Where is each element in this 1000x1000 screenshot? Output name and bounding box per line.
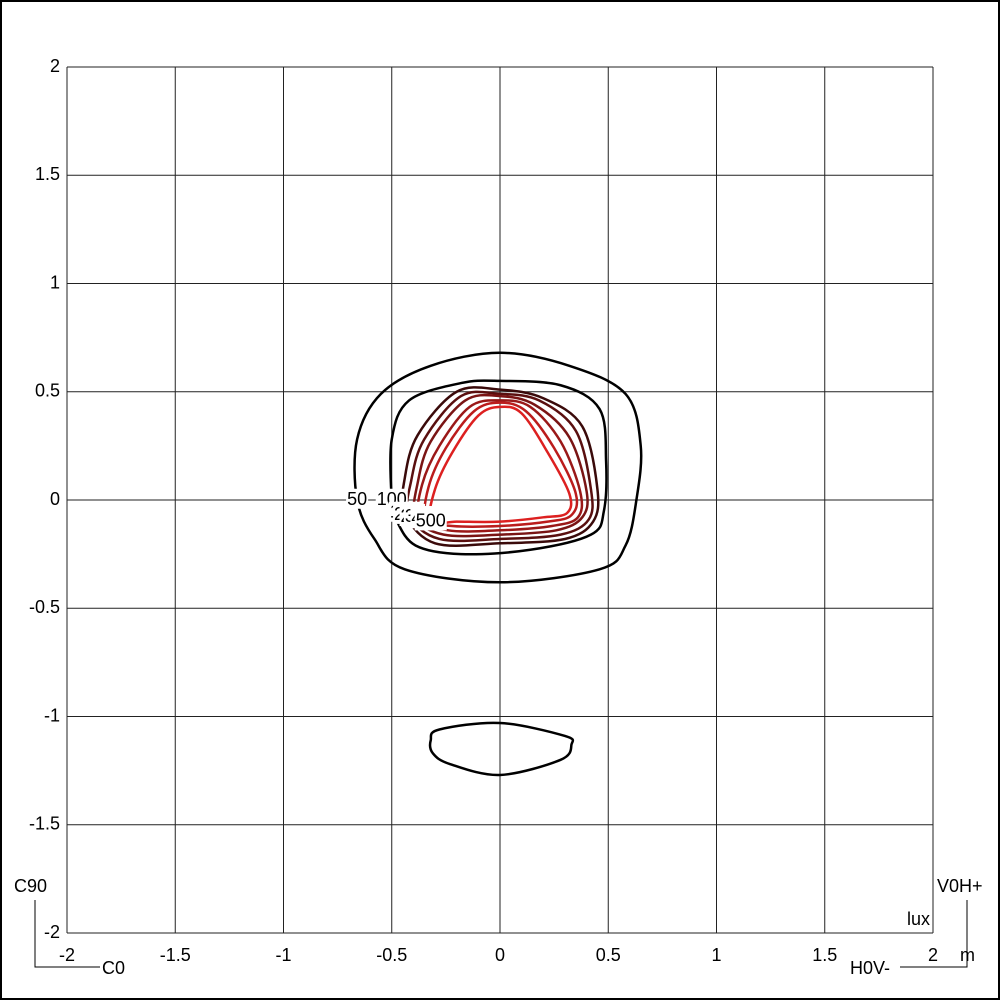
y-tick-label: -1 bbox=[44, 705, 60, 725]
c0-label: C0 bbox=[102, 958, 125, 978]
x-tick-label: 0 bbox=[495, 945, 505, 965]
contour-line bbox=[416, 399, 584, 533]
x-tick-label: -2 bbox=[59, 945, 75, 965]
contour-line bbox=[405, 390, 594, 543]
contour-label: 500 bbox=[416, 510, 446, 530]
x-tick-label: 2 bbox=[928, 945, 938, 965]
y-tick-label: 1 bbox=[50, 272, 60, 292]
y-tick-label: 0.5 bbox=[35, 381, 60, 401]
contour-label-bg bbox=[414, 510, 447, 531]
contour-line bbox=[428, 405, 573, 526]
v0h-label: V0H+ bbox=[937, 876, 983, 896]
c90-label: C90 bbox=[14, 876, 47, 896]
contour-line bbox=[400, 386, 600, 547]
grid: -2 -1.5 -1 -0.5 0 0.5 1 1.5 2 -2 -1.5 -1 -0.5 0 0.5 1 1.… bbox=[29, 56, 938, 965]
x-tick-label: -0.5 bbox=[376, 945, 407, 965]
x-tick-label: 1.5 bbox=[812, 945, 837, 965]
contour-line bbox=[389, 379, 608, 556]
contour-label: 50 bbox=[347, 489, 367, 509]
x-tick-label: -1.5 bbox=[160, 945, 191, 965]
y-tick-label: -2 bbox=[44, 922, 60, 942]
x-tick-label: 1 bbox=[711, 945, 721, 965]
x-tick-label: 0.5 bbox=[596, 945, 621, 965]
contour-line bbox=[353, 351, 643, 584]
unit-label: lux bbox=[907, 909, 930, 929]
contour-line bbox=[412, 393, 589, 538]
contour-label-bg bbox=[346, 488, 369, 509]
x-unit-label: m bbox=[960, 945, 975, 965]
y-tick-label: 1.5 bbox=[35, 164, 60, 184]
y-tick-label: -1.5 bbox=[29, 814, 60, 834]
contour-labels: 50100150200250300400500 bbox=[346, 488, 447, 531]
x-tick-label: -1 bbox=[275, 945, 291, 965]
y-tick-label: 2 bbox=[50, 56, 60, 76]
v-axis-marker bbox=[900, 900, 968, 968]
contour-line bbox=[423, 401, 579, 528]
y-tick-label: 0 bbox=[50, 489, 60, 509]
y-tick-label: -0.5 bbox=[29, 597, 60, 617]
c-axis-marker bbox=[34, 900, 100, 968]
h0v-label: H0V- bbox=[850, 958, 890, 978]
contours bbox=[353, 351, 643, 777]
contour-line bbox=[428, 721, 575, 777]
